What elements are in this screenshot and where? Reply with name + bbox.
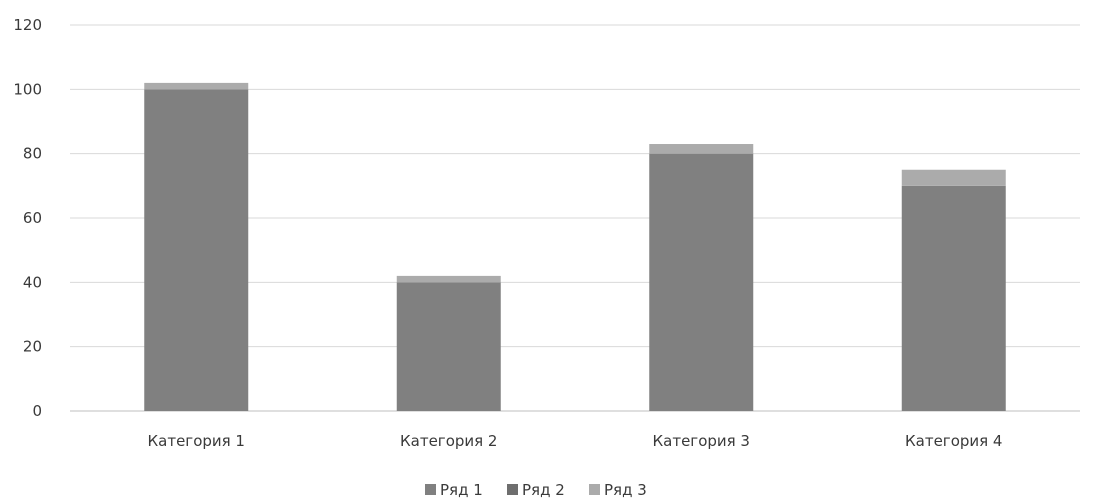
bar-segment-series-1-category-2 — [396, 282, 501, 411]
legend-swatch — [507, 484, 518, 495]
x-tick-label: Категория 1 — [148, 432, 245, 450]
y-tick-label: 20 — [23, 338, 42, 356]
bars — [144, 82, 1006, 411]
x-tick-label: Категория 4 — [905, 432, 1002, 450]
x-axis-category-labels: Категория 1 Категория 2 Категория 3 Категор… — [148, 432, 1003, 450]
bar-segment-series-3-category-4 — [901, 169, 1006, 186]
bar-segment-series-1-category-4 — [901, 185, 1006, 411]
legend-swatch — [589, 484, 600, 495]
legend-label: Ряд 2 — [522, 481, 565, 499]
legend-item-series-1[interactable]: Ряд 1 — [425, 481, 483, 499]
legend-label: Ряд 1 — [440, 481, 483, 499]
legend-label: Ряд 3 — [604, 481, 647, 499]
y-tick-label: 120 — [13, 16, 42, 34]
x-tick-label: Категория 2 — [400, 432, 497, 450]
legend-item-series-2[interactable]: Ряд 2 — [507, 481, 565, 499]
bar-segment-series-3-category-2 — [396, 275, 501, 283]
y-tick-label: 80 — [23, 145, 42, 163]
legend-swatch — [425, 484, 436, 495]
bar-segment-series-1-category-1 — [144, 89, 249, 411]
legend[interactable]: Ряд 1 Ряд 2 Ряд 3 — [425, 481, 647, 499]
bar-segment-series-3-category-3 — [649, 144, 754, 154]
y-tick-label: 40 — [23, 273, 42, 291]
y-tick-label: 60 — [23, 209, 42, 227]
y-axis-tick-labels: 0 20 40 60 80 100 120 — [13, 16, 42, 420]
bar-segment-series-1-category-3 — [649, 153, 754, 411]
y-tick-label: 100 — [13, 80, 42, 98]
y-tick-label: 0 — [32, 402, 42, 420]
legend-item-series-3[interactable]: Ряд 3 — [589, 481, 647, 499]
bar-segment-series-3-category-1 — [144, 82, 249, 90]
x-tick-label: Категория 3 — [653, 432, 750, 450]
